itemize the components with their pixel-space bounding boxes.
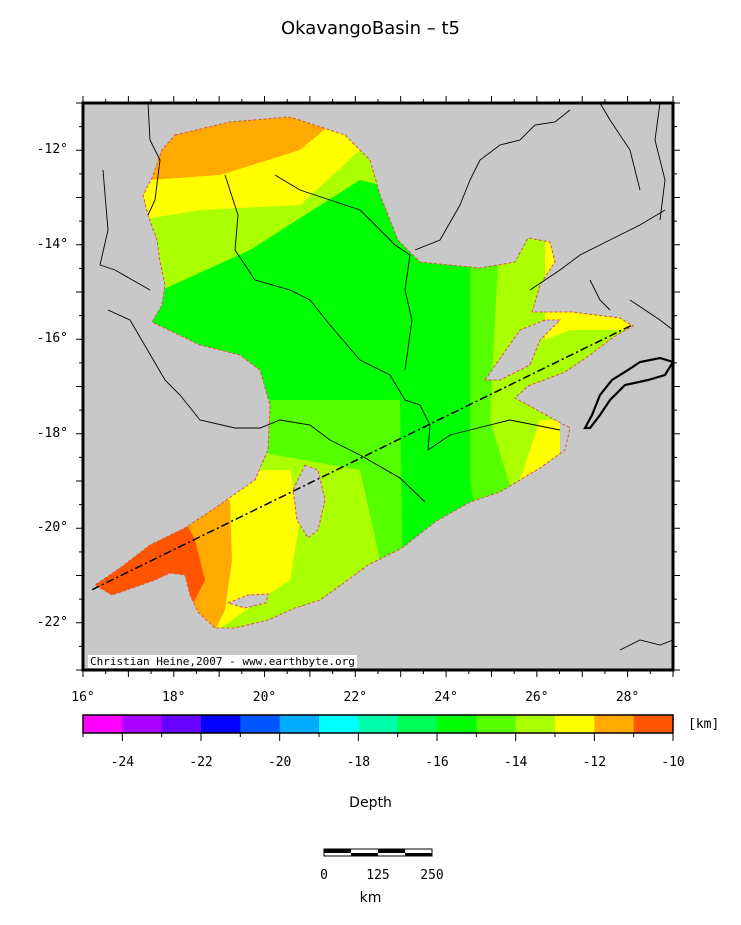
- colorbar-cell: [555, 715, 595, 733]
- colorbar-label: -18: [346, 755, 371, 770]
- colorbar-label: -24: [110, 755, 135, 770]
- longitude-label: 24°: [434, 690, 458, 705]
- colorbar-label: -12: [582, 755, 607, 770]
- longitude-label: 18°: [162, 690, 186, 705]
- latitude-label: -18°: [36, 425, 68, 441]
- frame-ticks: [76, 96, 680, 677]
- profile-line: [91, 324, 633, 591]
- colorbar-label: -20: [267, 755, 292, 770]
- map-canvas: [76, 96, 680, 677]
- latitude-label: -12°: [36, 142, 68, 158]
- longitude-label: 26°: [525, 690, 549, 705]
- borders-rivers: [99, 103, 673, 651]
- colorbar-cell: [437, 715, 477, 733]
- latitude-label: -16°: [36, 331, 68, 347]
- colorbar-cell: [240, 715, 281, 733]
- longitude-label: 16°: [71, 690, 95, 705]
- latitude-label: -20°: [36, 520, 68, 536]
- longitude-label: 22°: [343, 690, 368, 705]
- credit-text: Christian Heine,2007 - www.earthbyte.org: [88, 655, 357, 668]
- scale-label-1: 125: [366, 868, 390, 883]
- colorbar-label: -22: [189, 755, 213, 770]
- longitude-label: 20°: [252, 690, 277, 705]
- latitude-label: -22°: [36, 614, 68, 630]
- colorbar-label: -16: [425, 755, 449, 770]
- colorbar-cell: [201, 715, 241, 733]
- basin-hole: [484, 319, 562, 381]
- scale-bar: [323, 848, 433, 857]
- scale-label-2: 250: [420, 868, 444, 883]
- colorbar-label: -14: [503, 755, 528, 770]
- latitude-label: -14°: [36, 236, 68, 252]
- basin-hole: [292, 464, 326, 539]
- colorbar-unit: [km]: [688, 717, 720, 732]
- colorbar-label: -10: [661, 755, 685, 770]
- colorbar-cell: [358, 715, 399, 733]
- colorbar-cell: [122, 715, 163, 733]
- colorbar-cell: [161, 715, 202, 733]
- scale-unit: km: [359, 890, 382, 906]
- colorbar: [82, 714, 674, 741]
- colorbar-cell: [279, 715, 320, 733]
- longitude-label: 28°: [615, 690, 640, 705]
- colorbar-cell: [476, 715, 517, 733]
- colorbar-cell: [83, 715, 123, 733]
- colorbar-cell: [633, 715, 674, 733]
- colorbar-cell: [319, 715, 359, 733]
- colorbar-cell: [594, 715, 635, 733]
- basin-hole: [226, 593, 269, 609]
- colorbar-cell: [397, 715, 438, 733]
- colorbar-title: Depth: [349, 795, 392, 811]
- scale-label-0: 0: [320, 868, 328, 883]
- colorbar-cell: [515, 715, 556, 733]
- map-title: OkavangoBasin – t5: [281, 18, 460, 39]
